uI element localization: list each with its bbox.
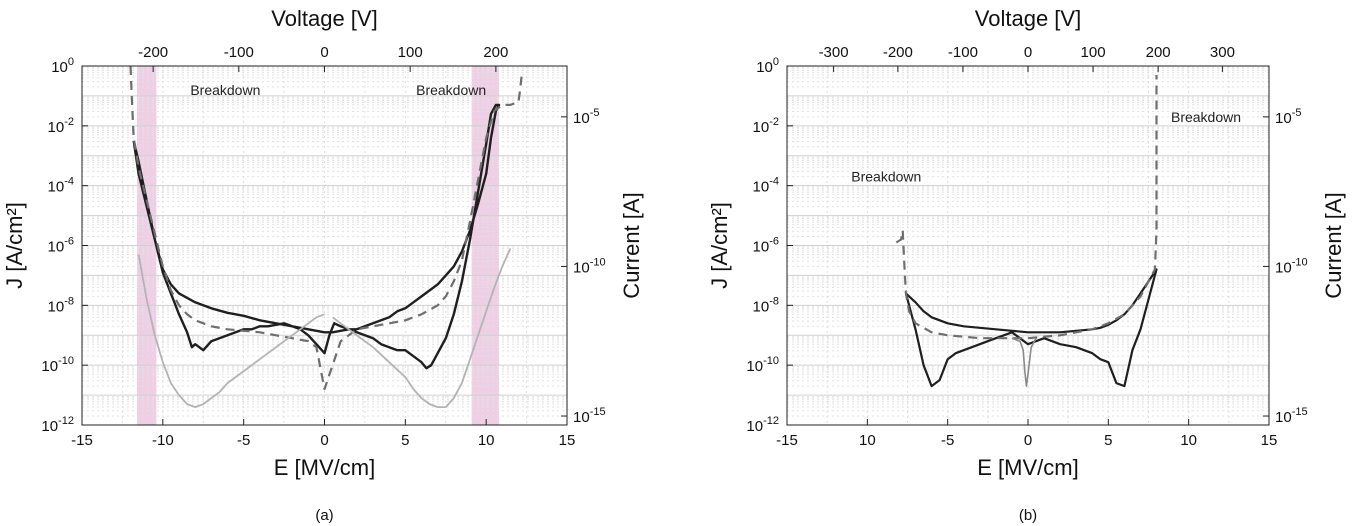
y-tick-label: 10-6 bbox=[753, 236, 779, 256]
top-tick-label: -100 bbox=[948, 44, 978, 61]
x-tick-label: 10 bbox=[478, 432, 495, 449]
y-tick-label: 10-8 bbox=[753, 295, 779, 315]
panel-b: -15 10 -5 0 5 10 15-300 -200 -100 0 100 200 30010010… bbox=[707, 6, 1346, 524]
top-tick-label: 0 bbox=[320, 44, 328, 61]
x-tick-label: -5 bbox=[237, 432, 250, 449]
series-line bbox=[1011, 337, 1037, 387]
right-tick-label: 10-15 bbox=[573, 406, 606, 426]
right-tick-label: 10-5 bbox=[573, 107, 599, 127]
breakdown-annotation: Breakdown bbox=[190, 82, 260, 98]
breakdown-annotation: Breakdown bbox=[1171, 109, 1241, 125]
x-tick-label: 5 bbox=[401, 432, 409, 449]
y-axis-title: J [A/cm²] bbox=[2, 202, 27, 289]
y-tick-label: 10-2 bbox=[753, 116, 779, 136]
right-tick-label: 10-5 bbox=[1275, 107, 1301, 127]
top-axis-title: Voltage [V] bbox=[975, 6, 1081, 31]
top-tick-label: 300 bbox=[1210, 44, 1235, 61]
right-axis-title: Current [A] bbox=[619, 192, 644, 298]
right-tick-label: 10-10 bbox=[573, 256, 606, 276]
top-tick-label: -100 bbox=[224, 44, 254, 61]
y-tick-label: 10-10 bbox=[41, 355, 74, 375]
x-tick-label: -10 bbox=[152, 432, 174, 449]
y-tick-label: 10-2 bbox=[48, 116, 74, 136]
y-tick-label: 100 bbox=[51, 56, 74, 76]
x-tick-label: -15 bbox=[776, 432, 798, 449]
top-tick-label: 100 bbox=[1081, 44, 1106, 61]
x-tick-label: 10 bbox=[859, 432, 876, 449]
grid bbox=[81, 66, 568, 426]
right-tick-label: 10-15 bbox=[1275, 406, 1308, 426]
y-tick-label: 10-4 bbox=[48, 176, 74, 196]
x-tick-label: 5 bbox=[1104, 432, 1112, 449]
top-tick-label: -200 bbox=[138, 44, 168, 61]
series-line bbox=[137, 254, 325, 408]
x-tick-label: -15 bbox=[71, 432, 93, 449]
top-tick-label: 100 bbox=[398, 44, 423, 61]
y-tick-label: 10-8 bbox=[48, 295, 74, 315]
x-tick-label: 0 bbox=[320, 432, 328, 449]
right-tick-label: 10-10 bbox=[1275, 256, 1308, 276]
series-line bbox=[904, 268, 1158, 388]
panel-caption: (a) bbox=[315, 507, 333, 524]
top-tick-label: 200 bbox=[483, 44, 508, 61]
top-tick-label: -300 bbox=[819, 44, 849, 61]
x-tick-label: -5 bbox=[941, 432, 954, 449]
series-line bbox=[129, 65, 523, 391]
x-tick-label: 15 bbox=[1261, 432, 1278, 449]
panel-caption: (b) bbox=[1019, 507, 1037, 524]
top-tick-label: 200 bbox=[1146, 44, 1171, 61]
series-line bbox=[332, 248, 512, 408]
x-tick-label: 15 bbox=[559, 432, 576, 449]
y-tick-label: 10-10 bbox=[746, 355, 779, 375]
y-tick-label: 100 bbox=[756, 56, 779, 76]
panel-a: -15 -10 -5 0 5 10 15 -200 -100 0 100 200 100 10-2 10-4… bbox=[2, 6, 644, 524]
top-axis-title: Voltage [V] bbox=[271, 6, 377, 31]
y-tick-label: 10-12 bbox=[41, 415, 74, 435]
y-tick-label: 10-4 bbox=[753, 176, 779, 196]
y-tick-label: 10-6 bbox=[48, 236, 74, 256]
series-line bbox=[895, 75, 1158, 340]
top-tick-label: -200 bbox=[883, 44, 913, 61]
breakdown-annotation: Breakdown bbox=[851, 169, 921, 185]
grid bbox=[786, 66, 1270, 426]
y-axis-title: J [A/cm²] bbox=[707, 202, 732, 289]
right-axis-title: Current [A] bbox=[1321, 192, 1346, 298]
y-tick-label: 10-12 bbox=[746, 415, 779, 435]
x-tick-label: 0 bbox=[1024, 432, 1032, 449]
x-axis-title: E [MV/cm] bbox=[274, 455, 375, 480]
x-tick-label: 10 bbox=[1180, 432, 1197, 449]
breakdown-annotation: Breakdown bbox=[416, 82, 486, 98]
x-axis-title: E [MV/cm] bbox=[977, 455, 1078, 480]
top-tick-label: 0 bbox=[1024, 44, 1032, 61]
